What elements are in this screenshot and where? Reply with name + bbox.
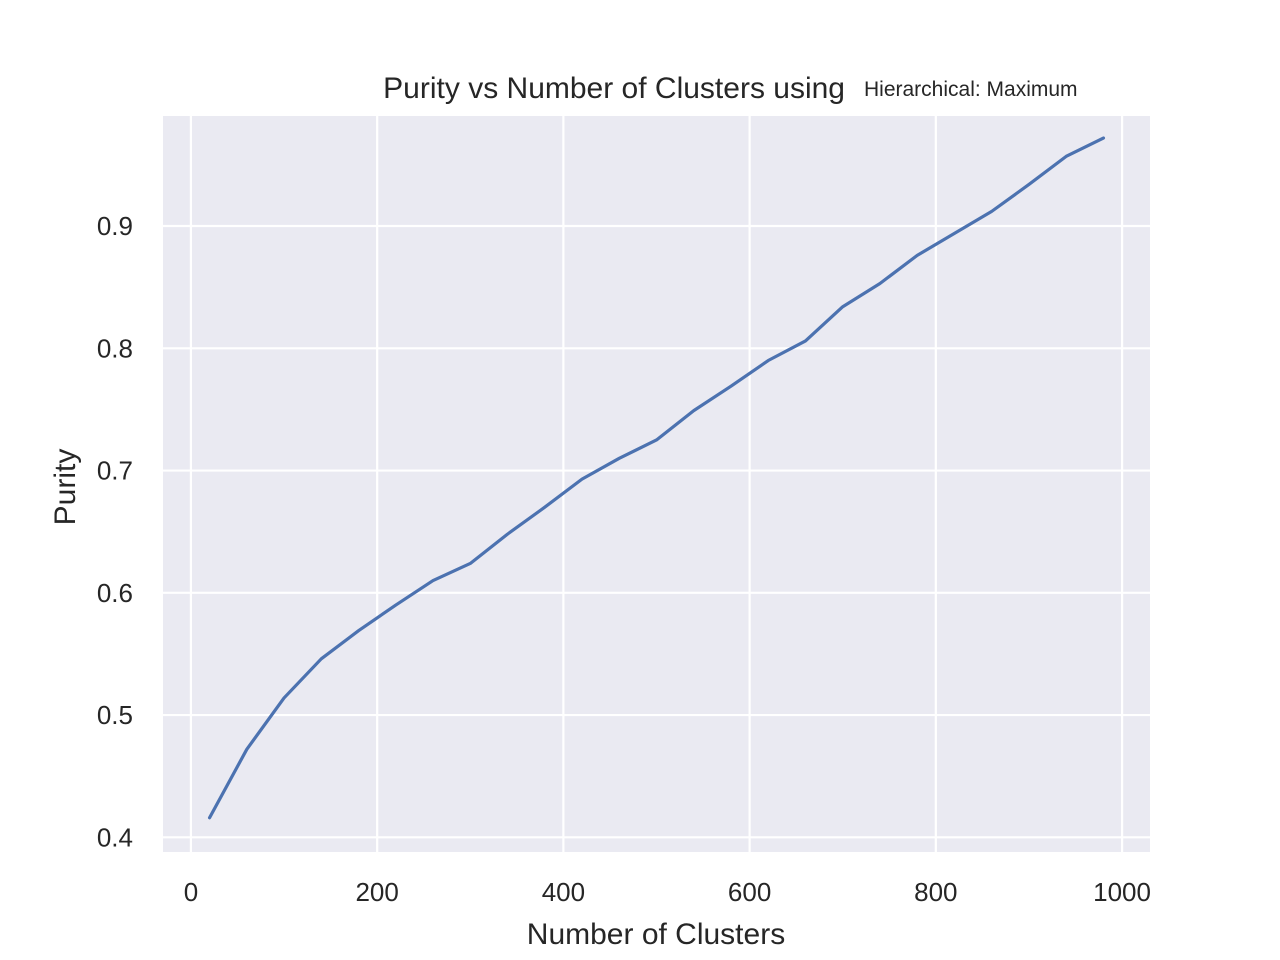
y-tick-label: 0.6 — [97, 578, 133, 608]
grid — [163, 116, 1150, 852]
y-tick-label: 0.4 — [97, 822, 133, 852]
x-tick-label: 800 — [914, 877, 957, 907]
purity-line — [207, 136, 1106, 820]
x-tick-label: 0 — [184, 877, 198, 907]
y-tick-labels: 0.4 0.5 0.6 0.7 0.8 0.9 — [97, 211, 133, 852]
y-tick-label: 0.9 — [97, 211, 133, 241]
x-tick-labels: 0 200 400 600 800 1000 — [184, 877, 1151, 907]
series-group — [207, 136, 1106, 820]
y-tick-label: 0.5 — [97, 700, 133, 730]
x-tick-label: 400 — [542, 877, 585, 907]
y-tick-label: 0.7 — [97, 456, 133, 486]
y-axis-label: Purity — [49, 449, 82, 526]
x-axis-label: Number of Clusters — [527, 918, 785, 951]
plot-area — [163, 116, 1150, 852]
chart-title: Purity vs Number of Clusters using — [383, 72, 845, 105]
x-tick-label: 200 — [355, 877, 398, 907]
chart-subtitle: Hierarchical: Maximum — [864, 78, 1078, 101]
y-tick-label: 0.8 — [97, 333, 133, 363]
x-tick-label: 1000 — [1093, 877, 1151, 907]
x-tick-label: 600 — [728, 877, 771, 907]
